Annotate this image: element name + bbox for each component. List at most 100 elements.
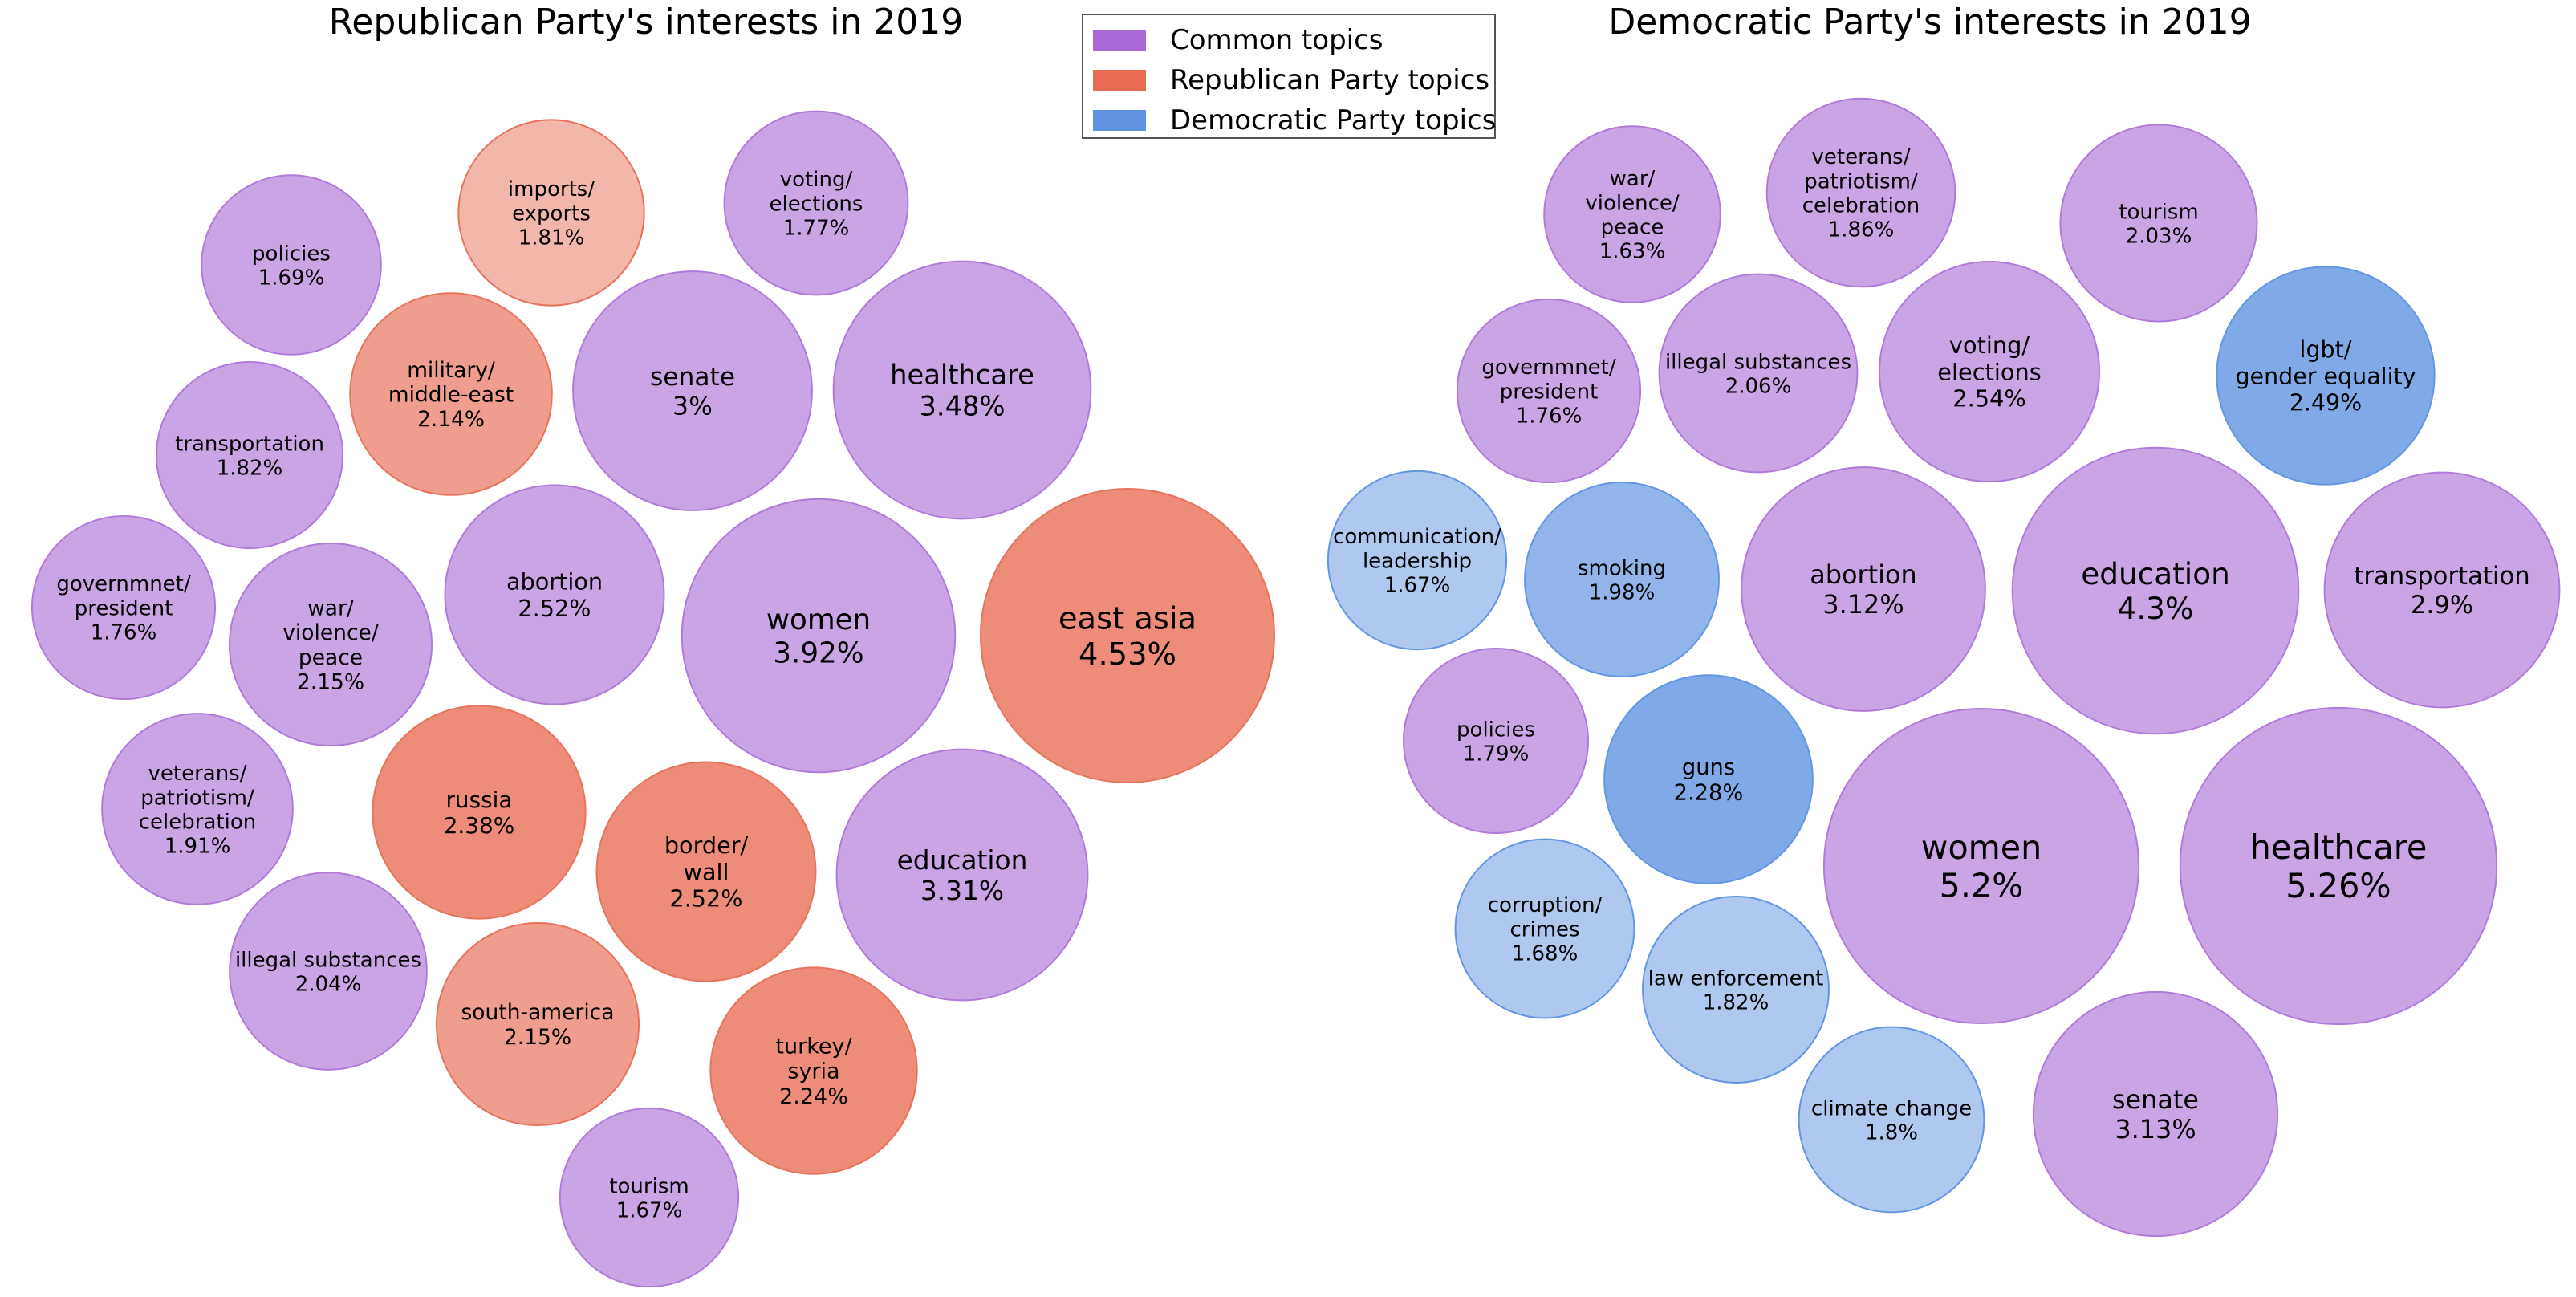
bubble-topic-text: south-america [461,1000,615,1025]
bubble-value-text: 2.52% [669,885,742,913]
bubble-value-text: 2.14% [417,407,485,432]
democratic-bubble-label: illegal substances 2.06% [1665,350,1851,398]
bubble-value-text: 1.91% [165,835,231,859]
democratic-bubble-label: law enforcement 1.82% [1648,966,1824,1014]
democratic-bubble-circle [2179,706,2498,1026]
democratic-bubble-circle [1543,125,1721,303]
bubble-topic-text: middle-east [388,383,514,408]
democratic-bubble-label: abortion 3.12% [1810,559,1917,620]
republican-bubble-circle [349,292,553,496]
republican-bubble-circle [723,110,909,296]
bubble-value-text: 1.69% [258,266,325,290]
republican-bubble-label: policies 1.69% [252,242,331,290]
democratic-bubble-label: women 5.2% [1921,828,2042,905]
republican-bubble-circle [201,174,382,356]
republican-bubble-circle [572,270,813,511]
democratic-bubble-circle [2323,471,2561,709]
republican-bubble-circle [980,488,1275,783]
democratic-bubble-circle [1454,838,1635,1019]
bubble-value-text: 2.52% [518,595,591,622]
legend-swatch-democratic [1093,110,1146,131]
democratic-bubble-climate-change: climate change 1.8% [1798,1026,1985,1214]
bubble-topic-text: syria [787,1059,839,1084]
republican-bubble-label: russia 2.38% [444,787,515,839]
bubble-topic-text: transportation [2354,563,2529,591]
democratic-bubble-circle [2216,266,2436,486]
bubble-value-text: 5.26% [2285,867,2391,905]
bubble-value-text: 1.79% [1463,742,1530,766]
legend: Common topics Republican Party topics De… [1082,14,1496,139]
bubble-value-text: 5.2% [1940,867,2024,905]
democratic-bubble-illegal-substances: illegal substances 2.06% [1658,273,1859,474]
bubble-value-text: 1.86% [1828,218,1895,242]
democratic-bubble-senate: senate 3.13% [2032,990,2279,1238]
bubble-topic-text: education [897,845,1028,876]
democratic-bubble-label: communication/leadership 1.67% [1333,525,1501,597]
bubble-topic-text: law enforcement [1648,966,1824,990]
bubble-topic-text: illegal substances [235,948,421,972]
bubble-topic-text: president [75,596,173,620]
republican-bubble-healthcare: healthcare 3.48% [832,260,1092,520]
bubble-value-text: 2.54% [1952,385,2025,413]
republican-bubble-russia: russia 2.38% [372,705,587,920]
democratic-bubble-circle [1741,466,1986,712]
democratic-bubble-label: senate 3.13% [2112,1084,2199,1145]
bubble-topic-text: turkey/ [775,1034,852,1059]
bubble-value-text: 2.38% [444,812,515,839]
bubble-topic-text: governmnet/ [1481,356,1616,380]
bubble-topic-text: smoking [1578,556,1666,580]
bubble-topic-text: illegal substances [1665,350,1851,374]
democratic-bubble-label: healthcare 5.26% [2250,828,2428,905]
democratic-bubble-voting-elections: voting/elections 2.54% [1878,260,2101,483]
bubble-topic-text: exports [512,201,591,226]
republican-bubble-circle [228,542,433,747]
republican-bubble-circle [559,1107,740,1288]
republican-bubble-circle [156,361,343,549]
republican-bubble-tourism: tourism 1.67% [559,1107,740,1288]
republican-bubble-border-wall: border/wall 2.52% [595,761,817,982]
democratic-bubble-governmnet-president: governmnet/president 1.76% [1456,298,1642,484]
democratic-bubble-education: education 4.3% [2011,446,2300,735]
republican-bubble-label: transportation 1.82% [175,432,324,480]
republican-bubble-veterans-patriotism-celebration: veterans/patriotism/celebration 1.91% [101,713,294,905]
democratic-bubble-label: lgbt/gender equality 2.49% [2235,336,2416,416]
republican-bubble-circle [444,484,665,705]
republican-bubble-imports-exports: imports/exports 1.81% [457,119,645,307]
republican-bubble-label: east asia 4.53% [1058,601,1197,673]
bubble-value-text: 1.8% [1865,1120,1918,1145]
republican-bubble-voting-elections: voting/elections 1.77% [723,110,909,296]
republican-bubble-label: tourism 1.67% [609,1174,689,1222]
bubble-value-text: 2.15% [297,670,364,695]
bubble-value-text: 4.53% [1079,636,1176,673]
democratic-bubble-label: veterans/patriotism/celebration 1.86% [1802,145,1920,242]
bubble-value-text: 1.76% [1516,405,1583,429]
republican-bubble-turkey-syria: turkey/syria 2.24% [709,966,918,1175]
democratic-bubble-circle [2059,124,2258,323]
bubble-topic-text: corruption/ [1488,893,1603,917]
bubble-topic-text: elections [770,192,863,216]
bubble-value-text: 2.28% [1674,781,1744,806]
republican-bubble-label: governmnet/president 1.76% [56,572,191,644]
bubble-value-text: 3.48% [919,391,1005,422]
bubble-topic-text: healthcare [890,360,1034,391]
bubble-topic-text: violence/ [282,620,379,645]
bubble-topic-text: russia [445,787,512,813]
bubble-topic-text: senate [650,363,735,392]
legend-label-republican: Republican Party topics [1170,64,1490,96]
bubble-topic-text: veterans/ [148,762,247,786]
democratic-bubble-circle [2011,446,2300,735]
democratic-bubble-lgbt-gender-equality: lgbt/gender equality 2.49% [2216,266,2436,486]
bubble-value-text: 1.82% [1703,990,1769,1014]
bubble-topic-text: celebration [1802,193,1920,218]
bubble-topic-text: violence/ [1585,191,1680,215]
bubble-topic-text: lgbt/ [2300,336,2352,363]
democratic-bubble-law-enforcement: law enforcement 1.82% [1642,896,1830,1084]
democratic-bubble-circle [1658,273,1859,474]
bubble-topic-text: gender equality [2235,363,2416,389]
bubble-topic-text: women [1921,828,2042,867]
democratic-bubble-label: education 4.3% [2081,556,2230,626]
republican-bubble-women: women 3.92% [681,498,957,774]
bubble-topic-text: veterans/ [1812,145,1911,169]
bubble-topic-text: education [2081,556,2230,592]
